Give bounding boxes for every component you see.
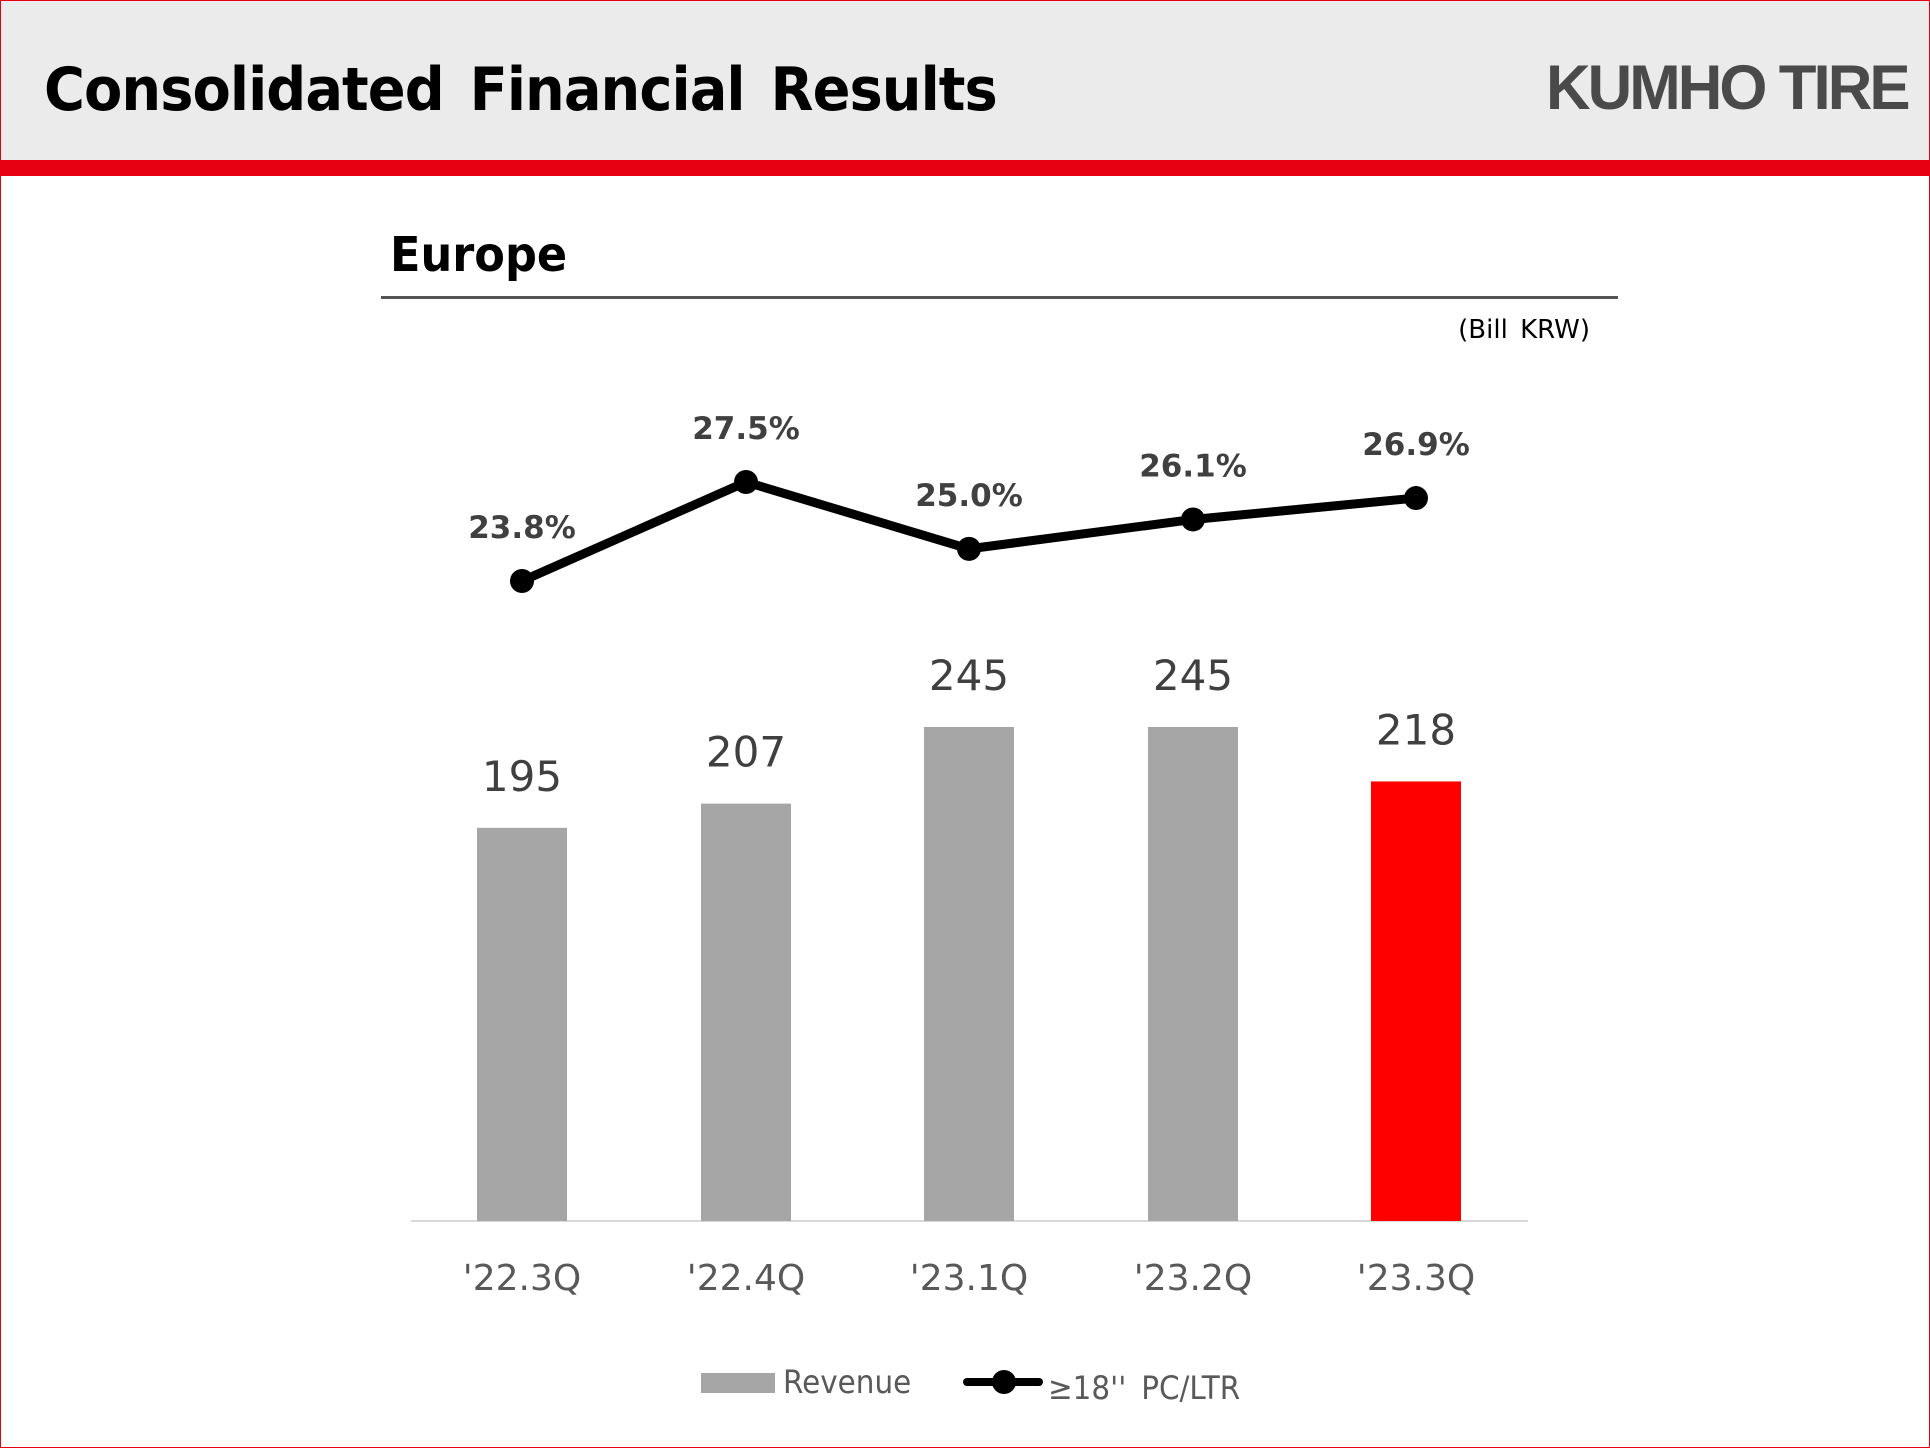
revenue-bars — [477, 727, 1461, 1221]
line-value-label: 27.5% — [692, 411, 800, 447]
line-marker-icon — [957, 536, 981, 561]
line-marker-icon — [1404, 486, 1428, 511]
line-marker-icon — [734, 470, 758, 494]
line-marker-icon — [510, 569, 534, 593]
page-title: Consolidated Financial Results — [44, 55, 998, 125]
line-value-label: 25.0% — [915, 478, 1023, 514]
revenue-bar — [1148, 727, 1238, 1221]
x-axis-tick-label: '23.3Q — [1357, 1258, 1475, 1299]
legend-dot-icon — [992, 1370, 1016, 1394]
line-value-label: 26.1% — [1139, 448, 1247, 484]
line-marker-icon — [1181, 507, 1205, 532]
legend-revenue-label: Revenue — [783, 1363, 912, 1401]
x-axis-tick-label: '23.2Q — [1134, 1258, 1252, 1299]
x-axis-tick-label: '23.1Q — [910, 1258, 1028, 1299]
revenue-bar-values: 195 207 245 245 218 — [482, 651, 1456, 801]
unit-label: (Bill KRW) — [1458, 315, 1590, 345]
kumho-tire-logo: KUMHO TIRE — [1546, 53, 1911, 123]
section-divider — [381, 296, 1618, 299]
x-axis-tick-label: '22.4Q — [687, 1258, 805, 1299]
revenue-bar-value: 218 — [1376, 705, 1456, 754]
revenue-bar-value: 245 — [929, 651, 1009, 700]
revenue-bar-value: 195 — [482, 752, 562, 801]
pc-ltr-markers — [510, 470, 1428, 593]
legend-revenue-swatch — [701, 1373, 775, 1393]
header-bar — [0, 0, 1930, 160]
line-value-label: 26.9% — [1362, 427, 1470, 463]
section-title: Europe — [390, 227, 568, 283]
revenue-bar — [477, 827, 567, 1221]
revenue-bar — [701, 803, 791, 1221]
line-value-label: 23.8% — [468, 510, 576, 546]
x-axis-tick-label: '22.3Q — [463, 1258, 581, 1299]
legend-pc-ltr-label: ≥18'' PC/LTR — [1048, 1369, 1241, 1407]
revenue-bar-value: 245 — [1153, 651, 1233, 700]
x-axis-labels: '22.3Q '22.4Q '23.1Q '23.2Q '23.3Q — [463, 1258, 1475, 1299]
header-accent-band — [0, 160, 1930, 176]
revenue-bar — [924, 727, 1014, 1221]
revenue-bar — [1371, 781, 1461, 1221]
revenue-bar-value: 207 — [706, 728, 786, 777]
pc-ltr-labels: 23.8% 27.5% 25.0% 26.1% 26.9% — [468, 411, 1470, 546]
